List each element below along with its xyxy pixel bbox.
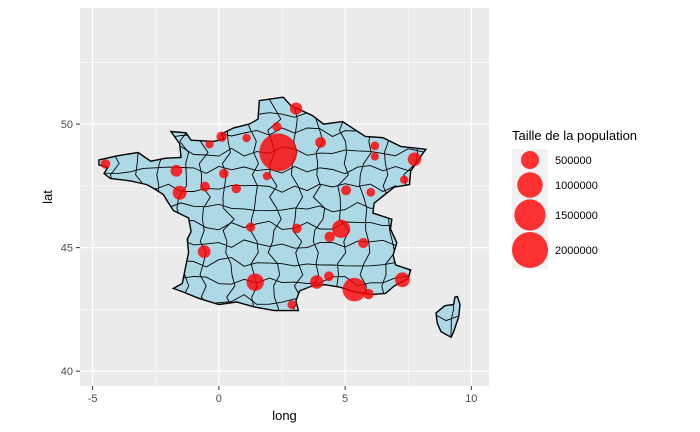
city-point — [170, 164, 183, 177]
city-point — [287, 300, 297, 310]
legend-label: 1000000 — [555, 180, 598, 192]
grid-lines — [80, 8, 489, 386]
x-tick-label: 5 — [342, 393, 348, 405]
city-point — [332, 219, 351, 238]
city-point — [341, 185, 352, 196]
legend-label: 2000000 — [555, 245, 598, 257]
city-point — [205, 140, 214, 149]
city-point — [400, 175, 409, 184]
city-point — [219, 168, 229, 179]
city-point — [246, 222, 256, 232]
city-point — [231, 183, 241, 194]
legend-keys: 500000 1000000 1500000 2000000 — [512, 149, 598, 269]
y-tick-label: 45 — [61, 243, 73, 255]
legend-key-point — [521, 151, 539, 169]
city-point — [172, 185, 187, 200]
city-point — [324, 231, 335, 242]
legend-label: 500000 — [555, 155, 592, 167]
city-point — [246, 273, 264, 291]
city-point — [292, 223, 302, 234]
city-point — [100, 159, 111, 169]
city-point — [272, 122, 282, 132]
city-point — [358, 237, 369, 249]
x-tick-label: 10 — [465, 393, 477, 405]
city-point — [200, 181, 210, 192]
legend-key-point — [517, 172, 543, 198]
y-tick-label: 40 — [61, 366, 73, 378]
corsica-outline — [435, 295, 461, 339]
city-point — [262, 171, 272, 181]
city-point — [407, 152, 422, 166]
mainland-outline — [98, 96, 428, 312]
department-border — [221, 97, 236, 338]
city-point — [370, 152, 379, 161]
city-point — [366, 187, 376, 197]
city-point — [259, 133, 298, 172]
corsica — [436, 296, 460, 338]
legend-key-point — [512, 232, 548, 268]
city-point — [197, 245, 211, 258]
legend: Taille de la population 500000 1000000 150… — [512, 128, 637, 269]
legend-title: Taille de la population — [512, 128, 637, 143]
y-tick-label: 50 — [61, 119, 73, 131]
city-point — [363, 288, 374, 300]
city-point — [324, 271, 334, 282]
legend-label: 1500000 — [555, 210, 598, 222]
city-point — [290, 102, 303, 115]
x-tick-label: 0 — [216, 393, 222, 405]
x-tick-label: -5 — [88, 393, 98, 405]
city-point — [370, 141, 380, 151]
x-axis-title: long — [272, 408, 297, 423]
y-axis-title: lat — [40, 190, 55, 204]
city-point — [395, 272, 410, 288]
city-point — [315, 137, 326, 148]
department-border — [98, 165, 460, 175]
city-points — [100, 102, 422, 310]
city-point — [242, 133, 251, 143]
axes: -5 0 5 10 40 45 50 — [61, 119, 478, 405]
legend-key-point — [514, 199, 546, 231]
city-point — [342, 277, 367, 302]
city-point — [216, 131, 227, 142]
city-point — [310, 275, 324, 289]
